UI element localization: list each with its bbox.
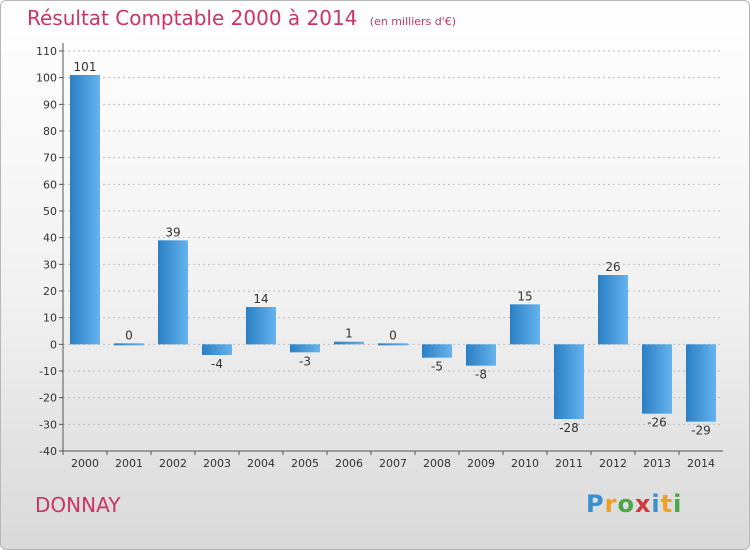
chart-title: Résultat Comptable 2000 à 2014 (en milli… xyxy=(27,6,456,30)
bar-2004 xyxy=(246,307,276,345)
x-tick-label: 2011 xyxy=(555,457,583,470)
x-tick-label: 2008 xyxy=(423,457,451,470)
y-tick-label: 40 xyxy=(43,232,57,245)
chart-subtitle: (en milliers d'€) xyxy=(369,15,457,28)
chart-title-text: Résultat Comptable 2000 à 2014 xyxy=(27,6,358,30)
bar-2010 xyxy=(510,304,540,345)
bar-2003 xyxy=(202,344,232,355)
x-tick-label: 2009 xyxy=(467,457,495,470)
axes: -40-30-20-100102030405060708090100110200… xyxy=(36,43,723,470)
bar-2001 xyxy=(114,343,144,346)
bar-2008 xyxy=(422,344,452,358)
x-tick-label: 2004 xyxy=(247,457,275,470)
bar-2002 xyxy=(158,240,188,345)
y-tick-label: 70 xyxy=(43,152,57,165)
bar-2013 xyxy=(642,344,672,414)
y-tick-label: 0 xyxy=(50,338,57,351)
value-label-2014: -29 xyxy=(691,424,711,438)
x-tick-label: 2013 xyxy=(643,457,671,470)
value-label-2003: -4 xyxy=(211,357,223,371)
proxiti-logo: Proxiti xyxy=(586,490,682,518)
value-label-2007: 0 xyxy=(389,328,397,342)
y-tick-label: 30 xyxy=(43,258,57,271)
y-tick-label: 10 xyxy=(43,312,57,325)
x-tick-label: 2014 xyxy=(687,457,715,470)
x-tick-label: 2005 xyxy=(291,457,319,470)
x-tick-label: 2012 xyxy=(599,457,627,470)
city-name: DONNAY xyxy=(35,493,121,517)
x-tick-label: 2001 xyxy=(115,457,143,470)
x-tick-label: 2010 xyxy=(511,457,539,470)
bar-2006 xyxy=(334,341,364,345)
logo-letter: o xyxy=(617,490,635,518)
x-tick-label: 2003 xyxy=(203,457,231,470)
x-tick-label: 2007 xyxy=(379,457,407,470)
logo-letter: i xyxy=(651,490,661,518)
bar-2007 xyxy=(378,343,408,346)
y-tick-label: 50 xyxy=(43,205,57,218)
value-label-2004: 14 xyxy=(253,292,268,306)
value-label-2001: 0 xyxy=(125,328,133,342)
logo-letter: t xyxy=(660,490,674,518)
y-tick-label: -10 xyxy=(39,365,57,378)
value-label-2000: 101 xyxy=(74,60,97,74)
bar-2012 xyxy=(598,275,628,345)
value-label-2010: 15 xyxy=(517,289,532,303)
bar-2014 xyxy=(686,344,716,422)
y-tick-label: 80 xyxy=(43,125,57,138)
value-label-2006: 1 xyxy=(345,327,353,341)
bar-2011 xyxy=(554,344,584,419)
y-tick-label: 110 xyxy=(36,45,57,58)
bar-2009 xyxy=(466,344,496,366)
value-label-2005: -3 xyxy=(299,354,311,368)
x-tick-label: 2002 xyxy=(159,457,187,470)
value-label-2012: 26 xyxy=(605,260,620,274)
logo-letter: r xyxy=(604,490,618,518)
value-label-2011: -28 xyxy=(559,421,579,435)
value-label-2013: -26 xyxy=(647,416,667,430)
y-tick-label: -40 xyxy=(39,445,57,458)
y-tick-label: 100 xyxy=(36,72,57,85)
value-label-2008: -5 xyxy=(431,360,443,374)
bar-2000 xyxy=(70,75,100,345)
y-tick-label: -30 xyxy=(39,418,57,431)
value-label-2002: 39 xyxy=(165,225,180,239)
x-tick-label: 2006 xyxy=(335,457,363,470)
y-tick-label: -20 xyxy=(39,392,57,405)
x-tick-label: 2000 xyxy=(71,457,99,470)
bars xyxy=(70,75,716,422)
value-label-2009: -8 xyxy=(475,368,487,382)
y-tick-label: 90 xyxy=(43,98,57,111)
bar-2005 xyxy=(290,344,320,353)
y-tick-label: 60 xyxy=(43,178,57,191)
logo-letter: x xyxy=(634,490,652,518)
logo-letter: P xyxy=(586,490,605,518)
y-tick-label: 20 xyxy=(43,285,57,298)
value-labels: 101 0 39 -4 14 -3 1 0 -5 -8 15 -28 26 -26 -29 xyxy=(74,60,711,438)
logo-letter: i xyxy=(673,490,683,518)
